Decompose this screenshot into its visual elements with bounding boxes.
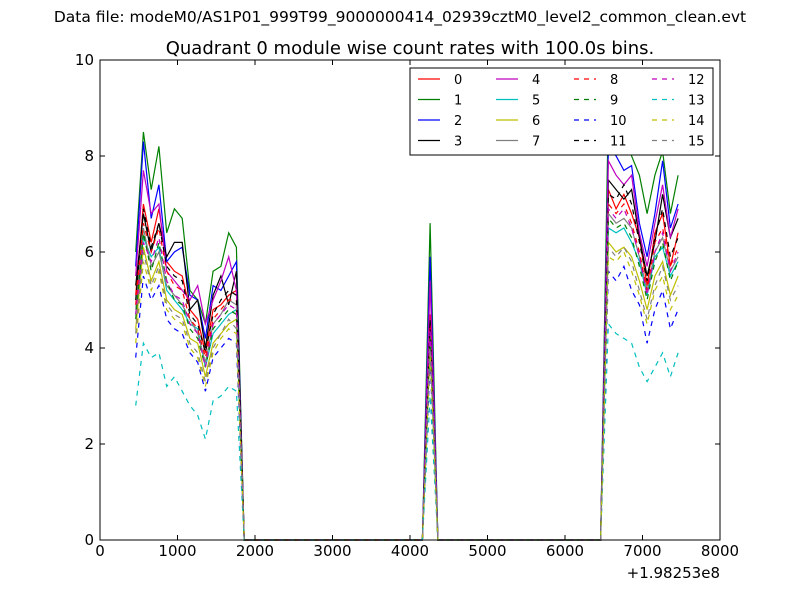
legend-label-9: 9 (610, 94, 618, 109)
x-tick-label: 4000 (391, 542, 429, 560)
legend-label-11: 11 (610, 135, 627, 150)
series-line-13 (135, 322, 679, 541)
series-line-12 (135, 207, 679, 541)
x-axis-offset-label: +1.98253e8 (627, 564, 720, 582)
y-tick-label: 0 (84, 531, 94, 549)
legend-label-6: 6 (532, 114, 540, 129)
x-tick-label: 5000 (468, 542, 506, 560)
y-tick-label: 8 (84, 147, 94, 165)
x-tick-label: 2000 (236, 542, 274, 560)
series-line-1 (135, 107, 679, 541)
y-tick-label: 10 (75, 51, 94, 69)
legend-label-7: 7 (532, 135, 540, 150)
legend-label-4: 4 (532, 73, 540, 88)
x-tick-label: 6000 (546, 542, 584, 560)
series-line-0 (135, 189, 679, 541)
y-tick-label: 6 (84, 243, 94, 261)
series-line-3 (135, 178, 679, 541)
series-line-7 (135, 211, 679, 541)
y-tick-label: 4 (84, 339, 94, 357)
legend-label-14: 14 (688, 114, 705, 129)
legend-label-5: 5 (532, 94, 540, 109)
legend-label-2: 2 (454, 114, 462, 129)
legend-label-15: 15 (688, 135, 705, 150)
chart-title: Quadrant 0 module wise count rates with … (166, 38, 655, 59)
legend-label-1: 1 (454, 94, 462, 109)
legend-label-0: 0 (454, 73, 462, 88)
series-lines (135, 107, 679, 541)
x-tick-label: 8000 (701, 542, 739, 560)
series-line-9 (135, 216, 679, 541)
y-tick-label: 2 (84, 435, 94, 453)
legend-label-13: 13 (688, 94, 705, 109)
legend-label-12: 12 (688, 73, 705, 88)
legend-label-8: 8 (610, 73, 618, 88)
series-line-14 (135, 250, 679, 541)
series-line-4 (135, 158, 679, 541)
data-file-title: Data file: modeM0/AS1P01_999T99_90000004… (53, 8, 747, 26)
x-tick-label: 0 (95, 542, 105, 560)
series-line-11 (135, 183, 679, 541)
series-line-5 (135, 226, 679, 541)
series-line-2 (135, 141, 679, 541)
legend-label-3: 3 (454, 135, 462, 150)
legend-label-10: 10 (610, 114, 627, 129)
x-tick-label: 7000 (623, 542, 661, 560)
series-line-8 (135, 202, 679, 541)
x-tick-label: 3000 (313, 542, 351, 560)
x-tick-label: 1000 (158, 542, 196, 560)
